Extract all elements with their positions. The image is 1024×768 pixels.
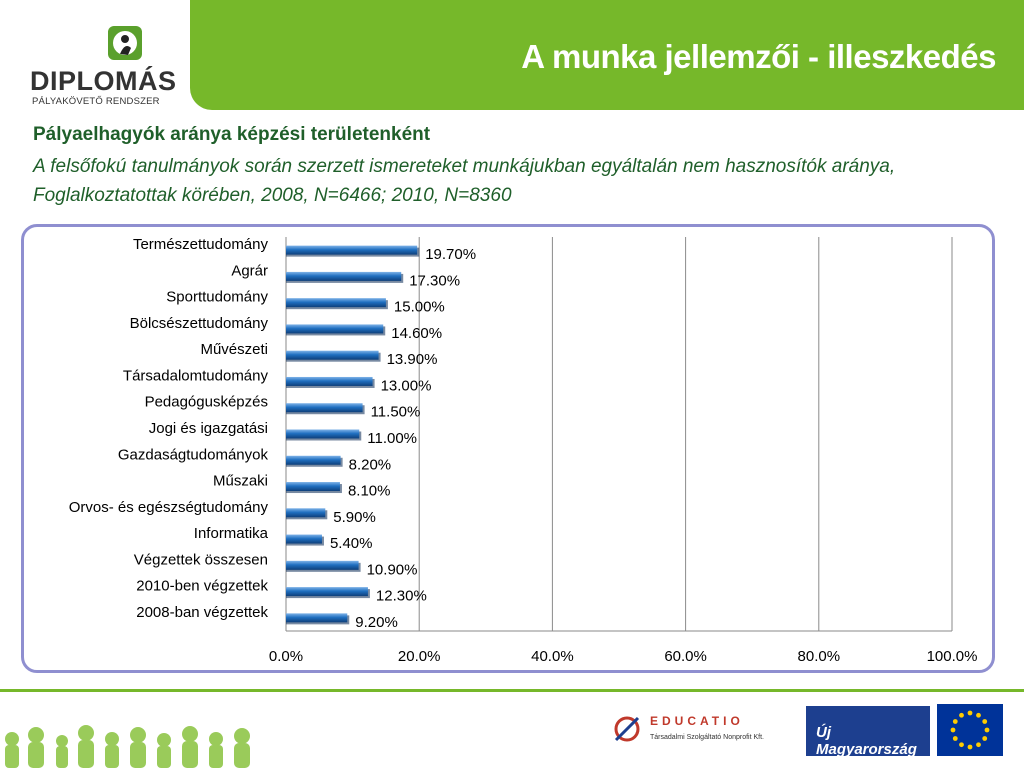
value-label: 17.30% [409, 272, 460, 289]
eu-star [952, 736, 958, 741]
eu-star [950, 727, 956, 733]
bar [286, 376, 373, 386]
bar [286, 587, 368, 597]
eu-star [984, 727, 990, 733]
bar [286, 298, 386, 308]
value-label: 5.90% [333, 509, 376, 526]
logo-name: DIPLOMÁS [30, 66, 177, 96]
value-label: 14.60% [391, 325, 442, 342]
category-label: Sporttudomány [166, 289, 268, 306]
eu-star [976, 712, 981, 718]
bar [286, 560, 359, 570]
bar [286, 403, 363, 413]
footer-people-illustration [5, 725, 250, 768]
uj-magyarorszag-logo: Új Magyarország [806, 706, 930, 758]
umft-text: Új Magyarország [816, 724, 917, 758]
educatio-name: EDUCATIO [650, 714, 744, 728]
category-label: Agrár [231, 262, 268, 279]
eu-star [959, 742, 964, 748]
chart-description: A felsőfokú tanulmányok során szerzett i… [33, 156, 896, 206]
value-label: 11.50% [371, 404, 421, 421]
value-label: 19.70% [425, 246, 476, 263]
eu-star [976, 742, 981, 748]
bar [286, 324, 384, 334]
bar [286, 482, 340, 492]
educatio-logo: EDUCATIO Társadalmi Szolgáltató Nonprofi… [610, 712, 770, 748]
value-label: 13.90% [387, 351, 438, 368]
category-label: Társadalomtudomány [123, 367, 269, 384]
bar [286, 350, 379, 360]
educatio-subtitle: Társadalmi Szolgáltató Nonprofit Kft. [650, 734, 764, 741]
educatio-mark-icon [614, 716, 640, 742]
logo-figure-icon [108, 26, 142, 60]
chart-frame: 0.0% 20.0% 40.0% 60.0% 80.0% 100.0% Természett… [21, 224, 995, 673]
bar [286, 534, 322, 544]
eu-star [982, 719, 988, 724]
value-label: 13.00% [381, 377, 432, 394]
footer-divider [0, 689, 1024, 692]
value-label: 11.00% [367, 430, 417, 447]
category-label: Gazdaságtudományok [118, 446, 269, 463]
category-label: Bölcsészettudomány [130, 315, 269, 332]
eu-star [959, 712, 964, 718]
category-label: Informatika [194, 525, 269, 542]
logo-subtitle: PÁLYAKÖVETŐ RENDSZER [32, 96, 160, 107]
category-label: Művészeti [200, 341, 268, 358]
slide-title: A munka jellemzői - illeszkedés [521, 38, 996, 75]
category-label: Jogi és igazgatási [149, 420, 268, 437]
eu-star [982, 736, 988, 741]
header-bar: A munka jellemzői - illeszkedés [190, 0, 1024, 110]
value-label: 10.90% [367, 561, 418, 578]
diplomas-logo: DIPLOMÁS PÁLYAKÖVETŐ RENDSZER [30, 26, 180, 107]
bar [286, 455, 341, 465]
x-tick-label: 100.0% [927, 648, 978, 665]
x-tick-label: 80.0% [798, 648, 841, 665]
bar [286, 508, 326, 518]
value-label: 8.10% [348, 483, 391, 500]
bar [286, 429, 360, 439]
eu-star [967, 744, 973, 750]
category-label: Végzettek összesen [134, 551, 268, 568]
value-label: 12.30% [376, 588, 427, 605]
category-label: 2008-ban végzettek [136, 604, 268, 621]
chart-heading: Pályaelhagyók aránya képzési területenké… [33, 124, 431, 145]
x-tick-label: 60.0% [664, 648, 707, 665]
bar [286, 613, 348, 623]
eu-star [952, 719, 958, 724]
category-label: Természettudomány [133, 236, 269, 253]
eu-star [967, 710, 973, 716]
x-tick-label: 40.0% [531, 648, 574, 665]
bar-chart: 0.0% 20.0% 40.0% 60.0% 80.0% 100.0% Természett… [69, 236, 978, 665]
value-label: 8.20% [349, 456, 392, 473]
eu-flag-icon [937, 704, 1003, 756]
x-tick-label: 20.0% [398, 648, 441, 665]
bar [286, 271, 402, 281]
x-tick-label: 0.0% [269, 648, 303, 665]
category-label: 2010-ben végzettek [136, 578, 268, 595]
category-label: Pedagógusképzés [145, 394, 268, 411]
value-label: 9.20% [355, 614, 398, 631]
value-label: 5.40% [330, 535, 373, 552]
value-label: 15.00% [394, 299, 445, 316]
category-label: Orvos- és egészségtudomány [69, 499, 269, 516]
category-label: Műszaki [213, 473, 268, 490]
bar [286, 245, 418, 255]
